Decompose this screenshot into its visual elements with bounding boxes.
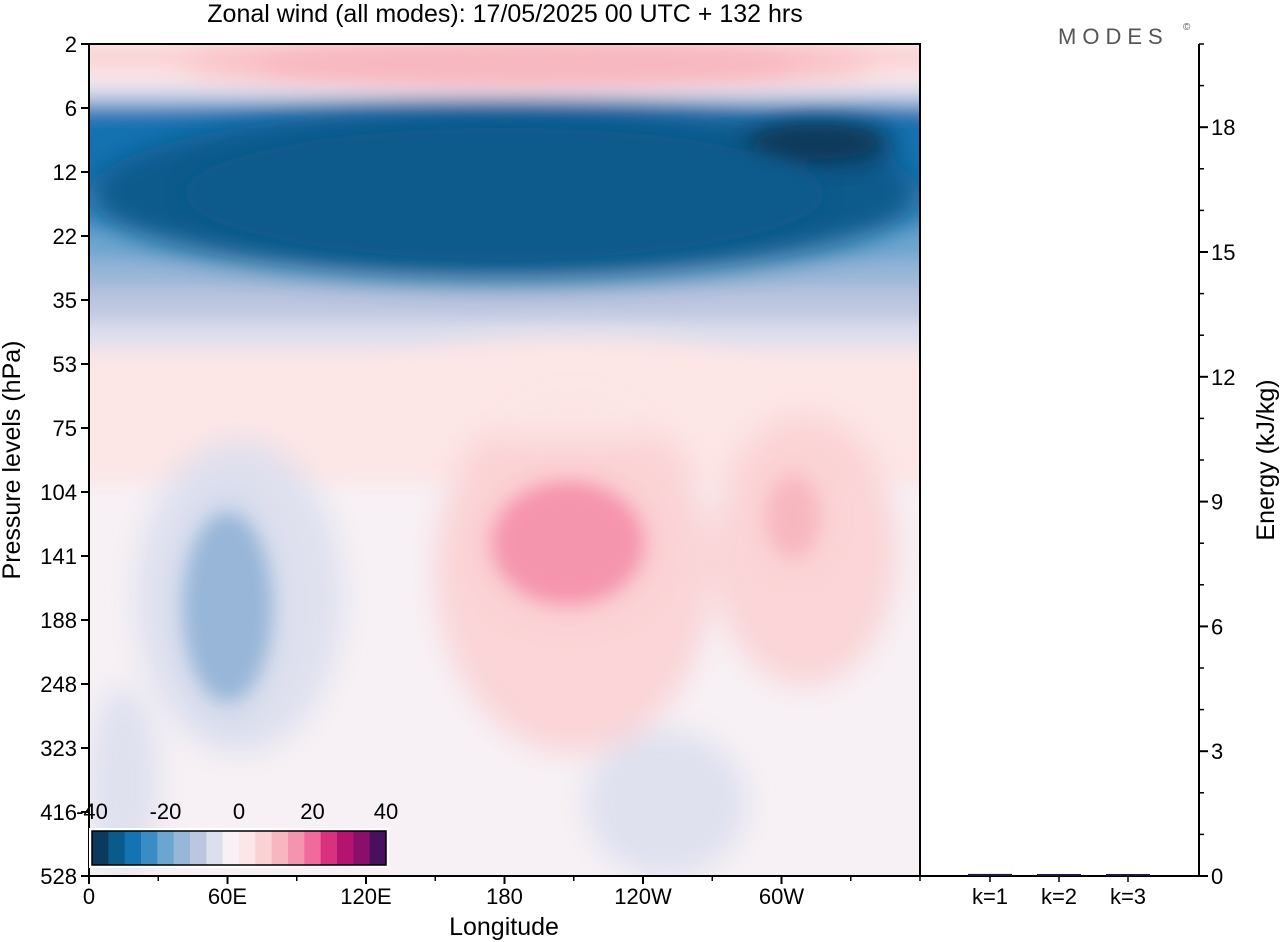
field-band-9 <box>89 287 920 323</box>
y-tick-label: 12 <box>53 160 77 185</box>
feature-core-5 <box>183 512 272 702</box>
y-tick-label: 188 <box>40 608 77 633</box>
y-tick-label: 141 <box>40 544 77 569</box>
longitude-axis: 0 60E 120E 180 120W 60W <box>83 876 921 909</box>
y-tick-label: 35 <box>53 288 77 313</box>
colorbar-label: -20 <box>150 799 182 824</box>
colorbar-swatch <box>124 831 142 865</box>
x-axis-title: Longitude <box>449 913 559 941</box>
energy-bar <box>1106 874 1150 876</box>
energy-tick-label: 18 <box>1211 115 1235 140</box>
energy-tick-label: 3 <box>1211 739 1223 764</box>
energy-category-label: k=3 <box>1110 884 1146 909</box>
pressure-axis: 2 6 12 22 35 53 75 104 141 188 248 323 416 528 <box>40 32 89 889</box>
colorbar-swatch <box>190 831 207 865</box>
energy-category-label: k=2 <box>1041 884 1077 909</box>
energy-category-label: k=1 <box>972 884 1008 909</box>
field-band-2 <box>89 84 920 100</box>
feature-core-1 <box>753 127 879 160</box>
colorbar-swatch <box>173 831 191 865</box>
heatmap-field <box>89 44 920 876</box>
colorbar-swatch <box>337 831 354 865</box>
colorbar-labels: -40 -20 0 20 40 <box>76 799 398 824</box>
field-halo-5 <box>585 730 747 876</box>
feature-core-3 <box>492 482 644 605</box>
y-axis-title: Pressure levels (hPa) <box>0 341 26 580</box>
energy-tick-label: 0 <box>1211 864 1223 889</box>
colorbar <box>89 828 389 868</box>
y-tick-label: 22 <box>53 224 77 249</box>
colorbar-label: 40 <box>374 799 398 824</box>
x-tick-label: 60W <box>759 884 804 909</box>
x-tick-label: 180 <box>486 884 523 909</box>
energy-axis-title: Energy (kJ/kg) <box>1252 379 1280 540</box>
energy-bar <box>968 873 1012 876</box>
energy-tick-label: 15 <box>1211 240 1235 265</box>
logo-copyright-mark: © <box>1183 22 1191 33</box>
energy-bar <box>1037 874 1081 876</box>
feature-core-4 <box>766 475 820 558</box>
colorbar-swatch <box>320 831 338 865</box>
y-tick-label: 248 <box>40 672 77 697</box>
colorbar-swatch <box>222 831 240 865</box>
x-tick-label: 120W <box>614 884 672 909</box>
energy-tick-label: 12 <box>1211 365 1235 390</box>
colorbar-swatch <box>108 831 126 865</box>
feature-core-2 <box>261 48 794 80</box>
field-band-3 <box>89 97 920 110</box>
chart-title: Zonal wind (all modes): 17/05/2025 00 UT… <box>207 0 802 28</box>
feature-core-0 <box>184 127 825 260</box>
energy-tick-label: 9 <box>1211 490 1223 515</box>
colorbar-label: 20 <box>300 799 324 824</box>
colorbar-swatch <box>239 831 256 865</box>
colorbar-swatch <box>255 831 273 865</box>
colorbar-label: -40 <box>76 799 108 824</box>
y-tick-label: 416 <box>40 800 77 825</box>
y-tick-label: 53 <box>53 352 77 377</box>
field-cores <box>183 48 879 702</box>
colorbar-swatch <box>369 831 387 865</box>
y-tick-label: 104 <box>40 480 77 505</box>
colorbar-swatch <box>206 831 224 865</box>
energy-panel: 0 3 6 9 12 15 18 k=1 k=2 k=3 <box>920 43 1235 909</box>
y-tick-label: 75 <box>53 416 77 441</box>
energy-tick-label: 6 <box>1211 614 1223 639</box>
colorbar-swatch <box>288 831 305 865</box>
colorbar-swatch <box>271 831 289 865</box>
field-halo-1 <box>389 338 759 441</box>
x-tick-label: 120E <box>340 884 391 909</box>
x-tick-label: 0 <box>83 884 95 909</box>
y-tick-label: 2 <box>65 32 77 57</box>
y-tick-label: 528 <box>40 864 77 889</box>
y-tick-label: 323 <box>40 736 77 761</box>
colorbar-swatch <box>157 831 175 865</box>
colorbar-label: 0 <box>233 799 245 824</box>
y-tick-label: 6 <box>65 96 77 121</box>
colorbar-swatch <box>353 831 371 865</box>
colorbar-swatch <box>141 831 158 865</box>
colorbar-swatch <box>92 831 109 865</box>
colorbar-swatch <box>304 831 322 865</box>
colorbar-frame <box>91 830 387 866</box>
modes-logo: MODES <box>1058 24 1169 49</box>
x-tick-label: 60E <box>208 884 247 909</box>
